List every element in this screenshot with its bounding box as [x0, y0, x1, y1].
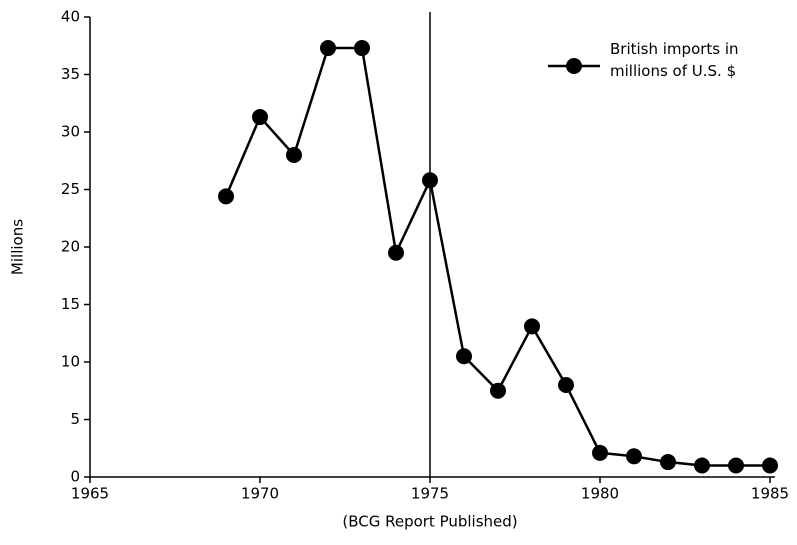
y-tick-label: 15 — [61, 295, 80, 313]
data-point — [354, 40, 370, 57]
data-point — [456, 348, 472, 365]
x-tick-label: 1965 — [71, 485, 109, 503]
y-tick-label: 30 — [61, 123, 80, 141]
series-line — [224, 46, 770, 467]
data-point — [694, 457, 710, 474]
y-axis-label: Millions — [9, 219, 27, 275]
data-point — [762, 457, 778, 474]
y-tick-label: 20 — [61, 238, 80, 256]
x-tick-label: 1980 — [581, 485, 619, 503]
annotation: (BCG Report Published) — [342, 513, 517, 531]
y-tick-label: 10 — [61, 353, 80, 371]
legend-label: British imports in millions of U.S. $ — [610, 40, 739, 80]
data-point — [286, 147, 302, 163]
data-point — [388, 244, 404, 261]
data-point — [660, 454, 676, 471]
data-point — [252, 109, 268, 126]
y-tick-label: 25 — [61, 180, 80, 198]
y-tick-label: 5 — [70, 410, 80, 428]
y-tick-label: 0 — [70, 468, 80, 486]
y-tick-label: 35 — [61, 65, 80, 83]
data-point — [320, 40, 336, 57]
data-point — [218, 188, 234, 205]
legend-marker — [566, 58, 582, 74]
data-point — [490, 382, 506, 399]
data-point — [626, 448, 642, 465]
x-tick-label: 1975 — [411, 485, 449, 503]
x-tick-label: 1970 — [241, 485, 279, 503]
data-point — [558, 377, 574, 393]
data-point — [524, 318, 540, 335]
data-point — [422, 172, 438, 189]
data-point — [592, 444, 608, 461]
x-tick-label: 1985 — [751, 485, 789, 503]
y-tick-label: 40 — [61, 8, 80, 26]
data-point — [728, 457, 744, 474]
